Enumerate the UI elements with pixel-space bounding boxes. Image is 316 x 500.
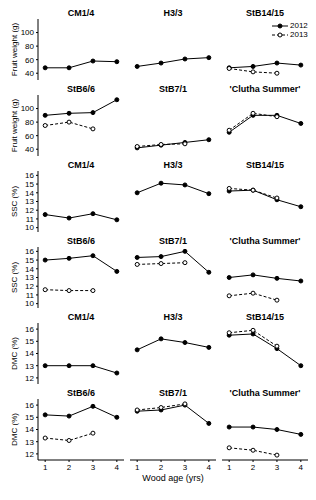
html-text:H3/3: H3/3 xyxy=(163,8,183,18)
html-text:StB7/1: StB7/1 xyxy=(159,388,187,398)
svg-text:DMC (%): DMC (%) xyxy=(10,413,19,446)
svg-text:11: 11 xyxy=(26,215,35,224)
svg-text:60: 60 xyxy=(25,132,34,141)
svg-text:4: 4 xyxy=(115,463,120,472)
svg-text:12: 12 xyxy=(25,450,34,459)
svg-text:4: 4 xyxy=(299,463,304,472)
svg-text:3: 3 xyxy=(183,463,188,472)
html-text:CM1/4: CM1/4 xyxy=(67,312,95,322)
svg-text:15: 15 xyxy=(25,337,34,346)
svg-text:1: 1 xyxy=(43,463,48,472)
html-text:StB14/15: StB14/15 xyxy=(246,8,284,18)
svg-text:15: 15 xyxy=(25,256,34,265)
svg-text:SSC (%): SSC (%) xyxy=(10,262,19,293)
svg-text:14: 14 xyxy=(25,349,34,358)
svg-text:80: 80 xyxy=(25,42,34,51)
svg-text:16: 16 xyxy=(25,325,34,334)
svg-text:40: 40 xyxy=(25,145,34,154)
svg-text:DMC (%): DMC (%) xyxy=(10,337,19,370)
html-text:'Clutha Summer': 'Clutha Summer' xyxy=(229,388,301,398)
html-text:2013: 2013 xyxy=(290,30,308,39)
svg-text:16: 16 xyxy=(25,401,34,410)
svg-text:2: 2 xyxy=(251,463,256,472)
svg-text:SSC (%): SSC (%) xyxy=(10,186,19,217)
html-text:StB6/6: StB6/6 xyxy=(67,388,95,398)
svg-text:3: 3 xyxy=(91,463,96,472)
html-text:CM1/4: CM1/4 xyxy=(67,160,95,170)
svg-text:16: 16 xyxy=(25,247,34,256)
html-text:'Clutha Summer': 'Clutha Summer' xyxy=(229,84,301,94)
svg-text:2: 2 xyxy=(159,463,164,472)
html-text:Wood age (yrs): Wood age (yrs) xyxy=(142,473,204,483)
svg-text:80: 80 xyxy=(25,118,34,127)
svg-text:10: 10 xyxy=(25,223,34,232)
html-text:StB7/1: StB7/1 xyxy=(159,236,187,246)
svg-text:100: 100 xyxy=(21,104,35,113)
svg-text:14: 14 xyxy=(25,425,34,434)
html-text:StB7/1: StB7/1 xyxy=(159,84,187,94)
svg-text:16: 16 xyxy=(25,171,34,180)
svg-text:1: 1 xyxy=(227,463,232,472)
svg-text:13: 13 xyxy=(25,362,34,371)
svg-text:15: 15 xyxy=(25,413,34,422)
svg-text:2: 2 xyxy=(67,463,72,472)
svg-text:12: 12 xyxy=(25,374,34,383)
html-text:CM1/4: CM1/4 xyxy=(67,8,95,18)
html-text:StB14/15: StB14/15 xyxy=(246,160,284,170)
svg-text:14: 14 xyxy=(25,189,34,198)
html-text:H3/3: H3/3 xyxy=(163,312,183,322)
svg-text:4: 4 xyxy=(207,463,212,472)
svg-text:13: 13 xyxy=(25,438,34,447)
svg-text:Fruit weight (g): Fruit weight (g) xyxy=(10,98,19,152)
svg-text:13: 13 xyxy=(25,273,34,282)
svg-text:1: 1 xyxy=(135,463,140,472)
html-text:'Clutha Summer': 'Clutha Summer' xyxy=(229,236,301,246)
svg-text:14: 14 xyxy=(25,265,34,274)
svg-text:15: 15 xyxy=(25,180,34,189)
svg-text:12: 12 xyxy=(25,206,34,215)
html-text:StB14/15: StB14/15 xyxy=(246,312,284,322)
html-text:2012: 2012 xyxy=(290,21,308,30)
svg-text:60: 60 xyxy=(25,56,34,65)
html-text:StB6/6: StB6/6 xyxy=(67,236,95,246)
svg-text:3: 3 xyxy=(275,463,280,472)
svg-text:100: 100 xyxy=(21,28,35,37)
svg-text:40: 40 xyxy=(25,69,34,78)
svg-text:13: 13 xyxy=(25,197,34,206)
svg-text:12: 12 xyxy=(25,282,34,291)
html-text:StB6/6: StB6/6 xyxy=(67,84,95,94)
svg-text:Fruit weight (g): Fruit weight (g) xyxy=(10,22,19,76)
svg-text:10: 10 xyxy=(25,299,34,308)
svg-text:11: 11 xyxy=(26,291,35,300)
html-text:H3/3: H3/3 xyxy=(163,160,183,170)
